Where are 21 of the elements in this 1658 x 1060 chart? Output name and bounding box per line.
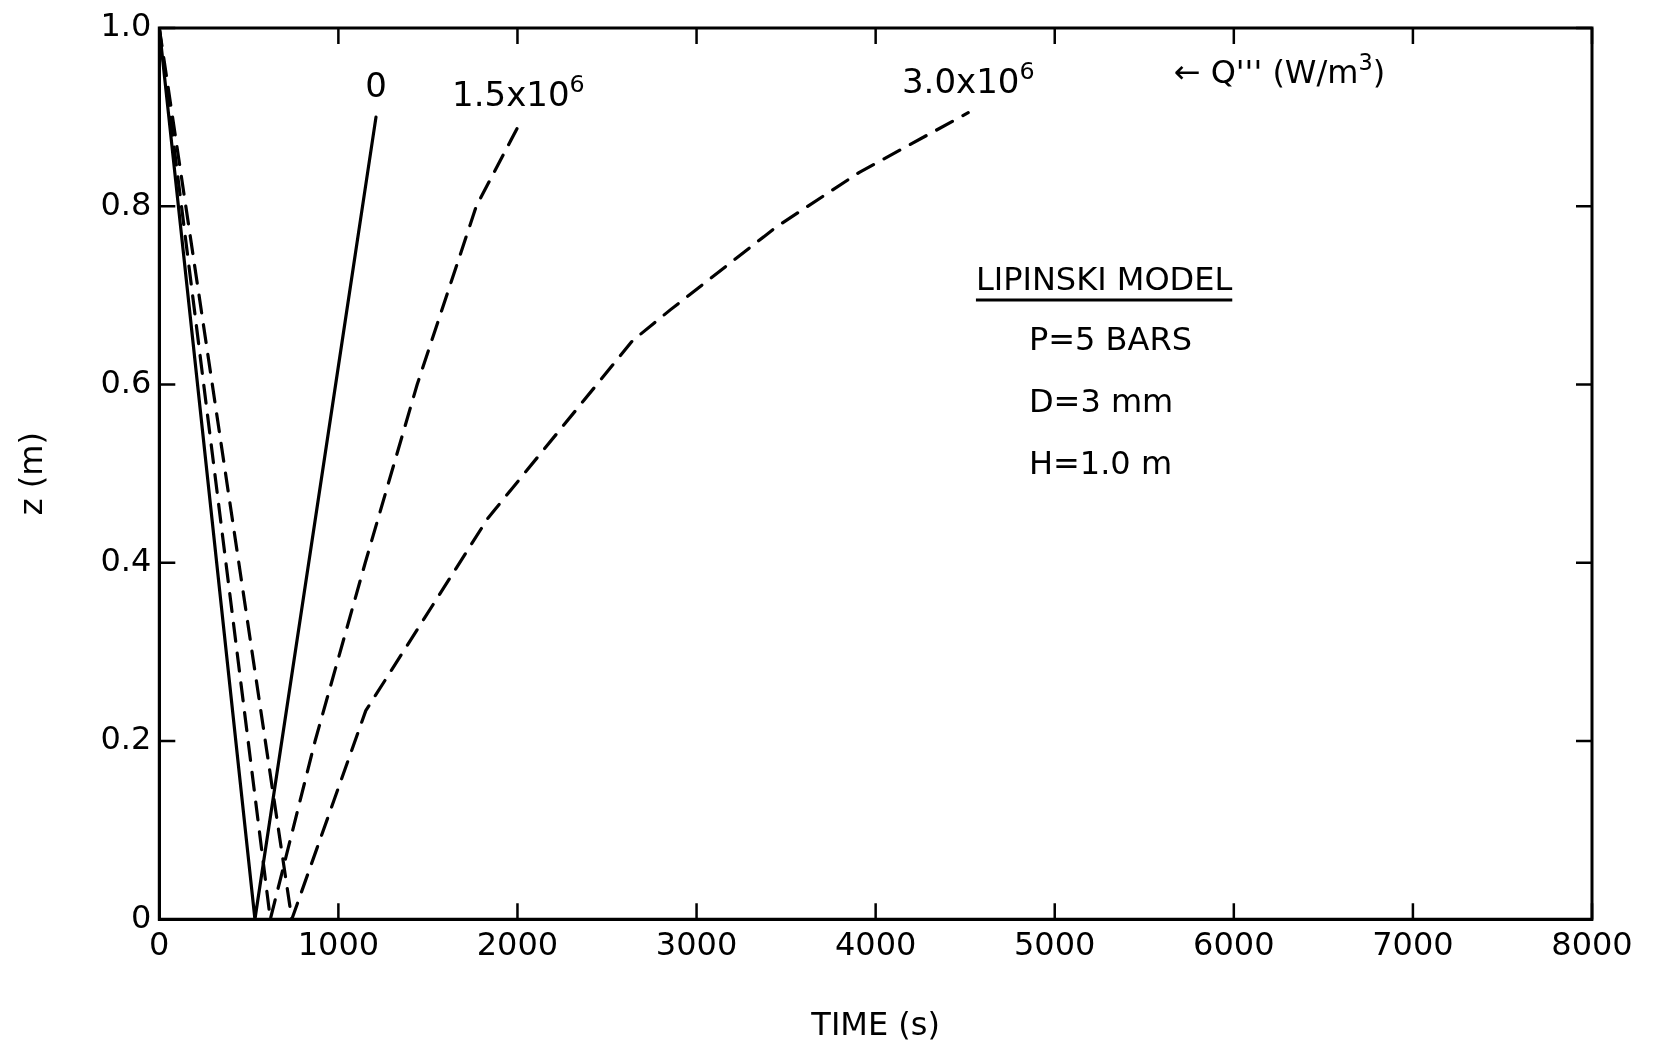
- annotation: LIPINSKI MODEL: [975, 260, 1233, 298]
- x-tick-label: 6000: [1193, 924, 1275, 963]
- annotation: H=1.0 m: [1028, 444, 1173, 482]
- x-tick-label: 4000: [834, 924, 917, 963]
- y-tick-label: 1.0: [100, 6, 152, 45]
- annotation: D=3 mm: [1028, 382, 1174, 420]
- y-tick-label: 0.8: [100, 184, 152, 223]
- annotation: 0: [365, 65, 387, 106]
- y-axis-title: z (m): [11, 432, 50, 516]
- x-tick-label: 5000: [1014, 924, 1096, 963]
- x-tick-label: 3000: [655, 924, 738, 963]
- x-tick-label: 2000: [476, 924, 559, 963]
- y-tick-label: 0.2: [100, 719, 152, 758]
- y-tick-label: 0: [130, 897, 152, 936]
- x-axis-title: TIME (s): [810, 1005, 940, 1044]
- y-tick-label: 0.6: [100, 362, 152, 401]
- x-tick-label: 7000: [1372, 924, 1454, 963]
- x-tick-label: 8000: [1551, 924, 1633, 963]
- x-tick-label: 1000: [297, 924, 380, 963]
- y-tick-label: 0.4: [100, 541, 152, 580]
- annotation: P=5 BARS: [1028, 320, 1192, 358]
